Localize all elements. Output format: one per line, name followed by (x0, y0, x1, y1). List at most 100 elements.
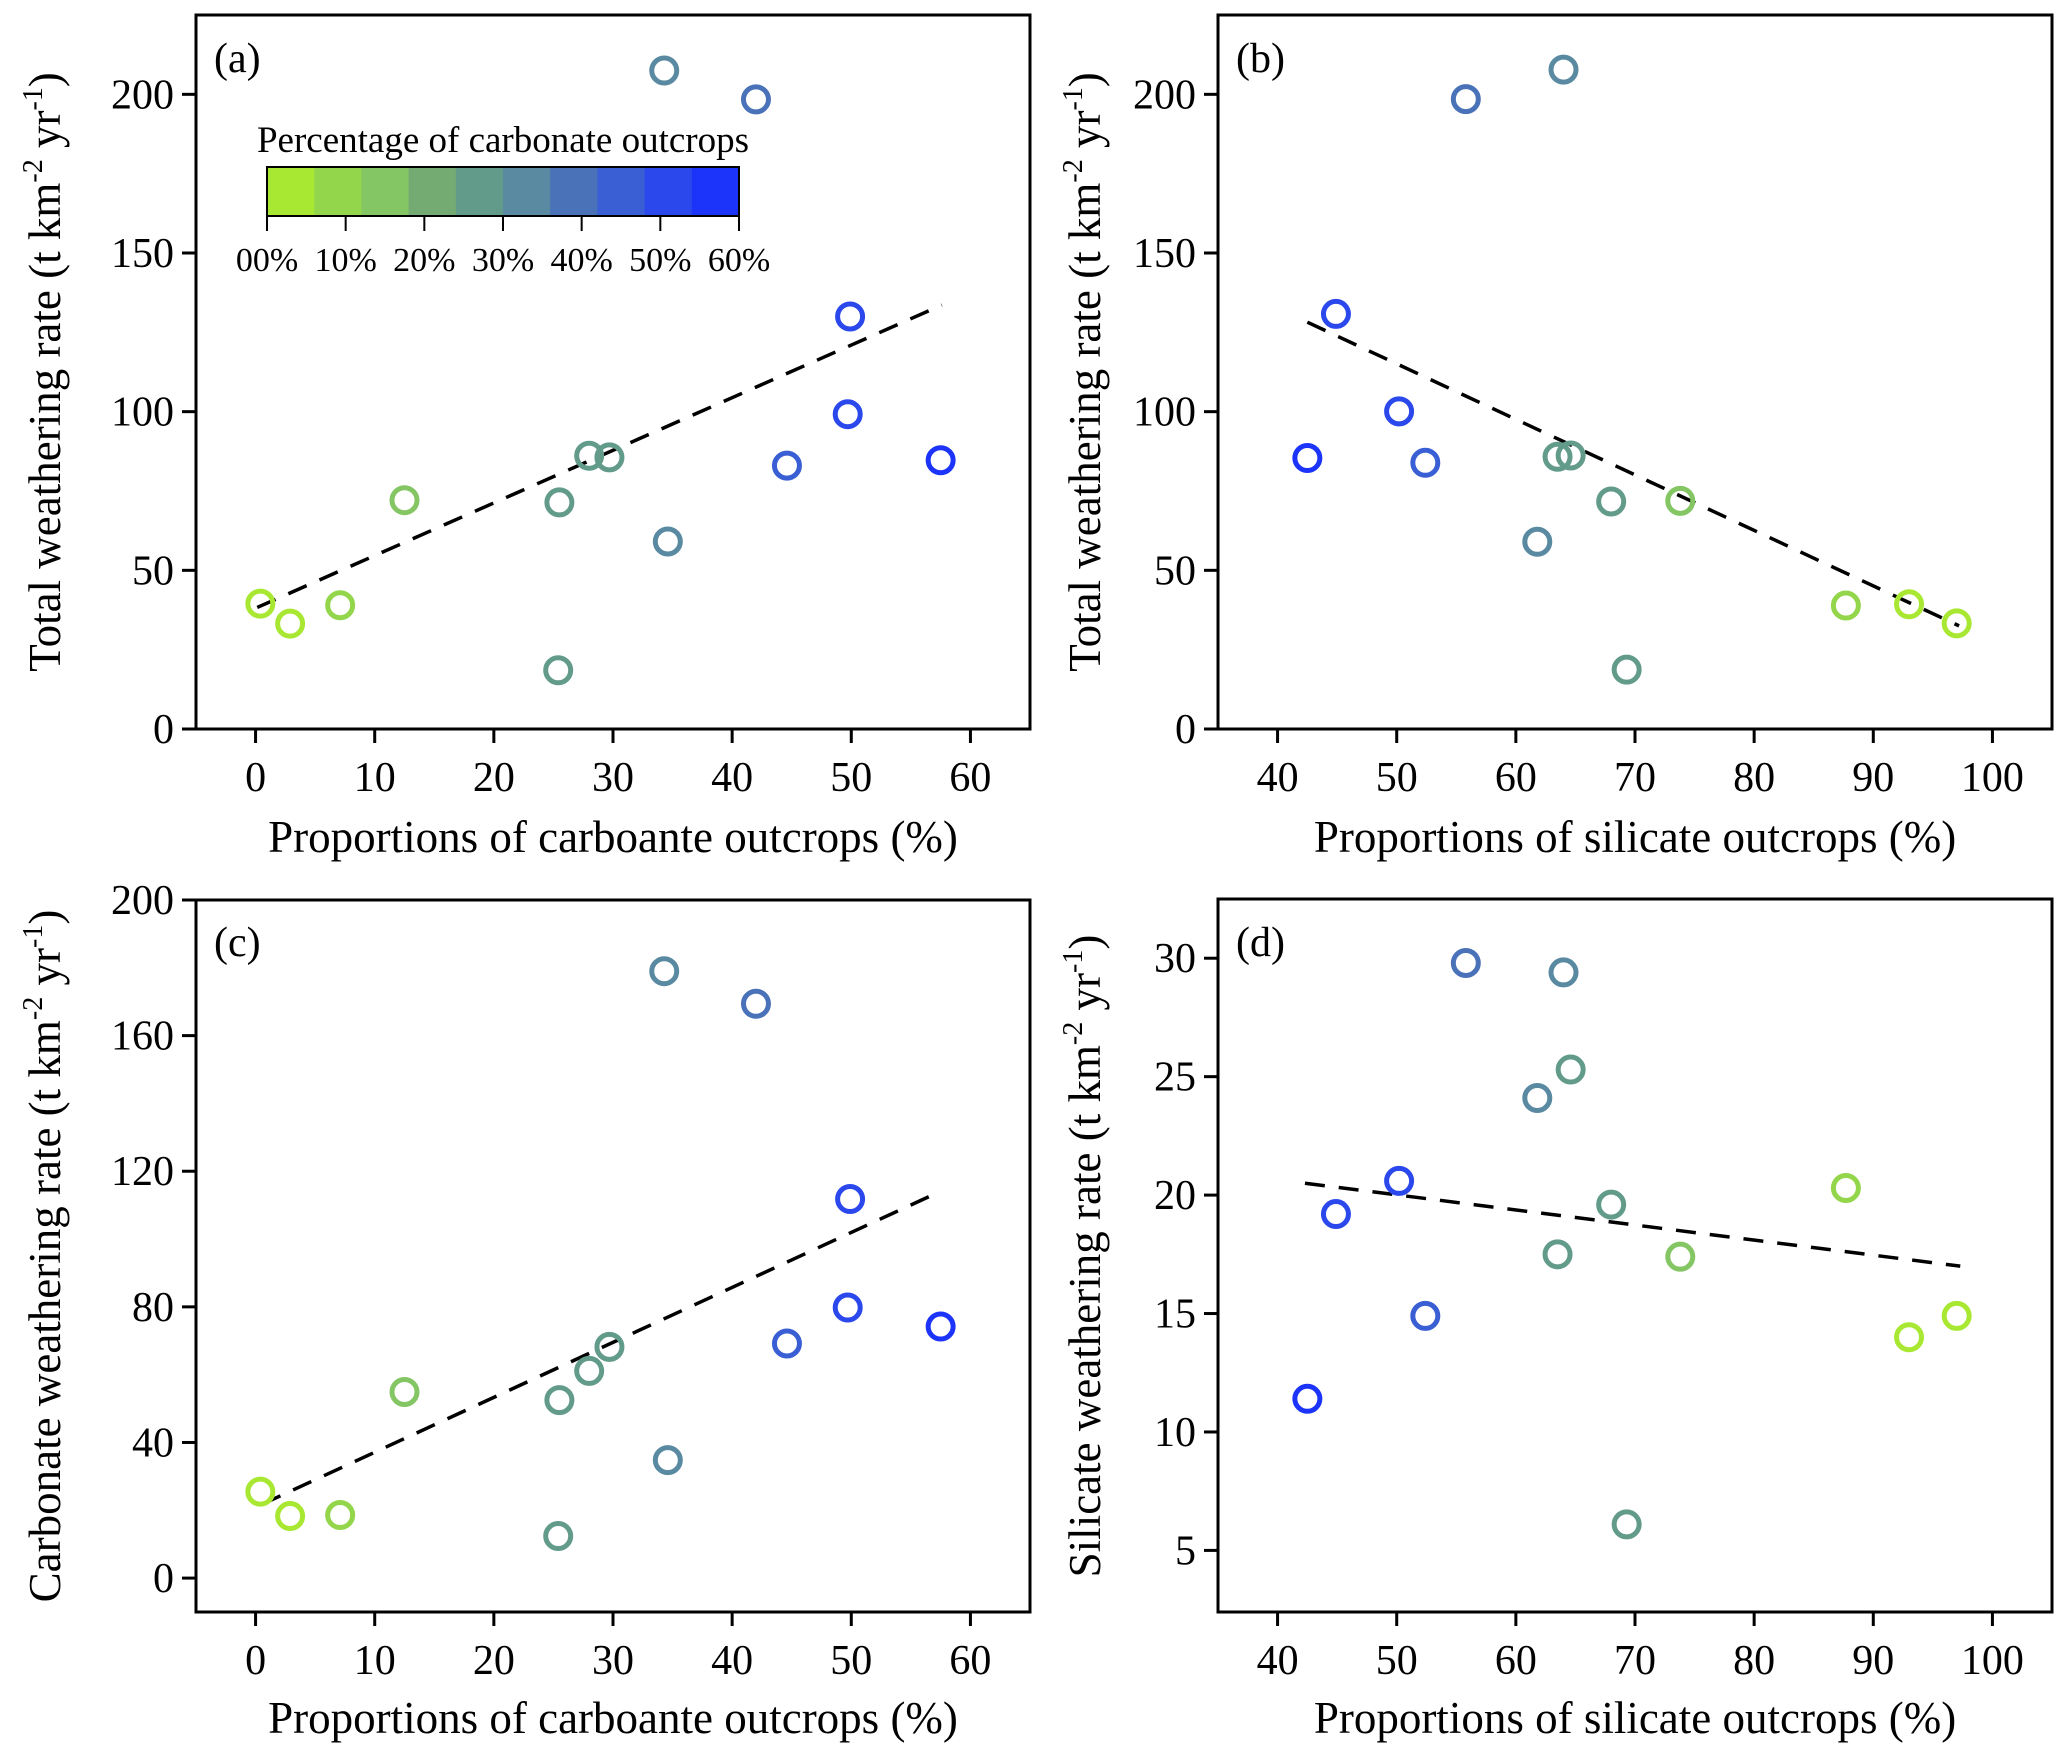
data-point-b (1410, 447, 1441, 478)
data-point-b (1384, 396, 1415, 427)
panel-label-d: (d) (1236, 920, 1285, 966)
data-point-a (544, 487, 575, 518)
data-point-c (652, 1445, 683, 1476)
panel-label-c: (c) (214, 920, 261, 966)
data-point-d (1555, 1054, 1586, 1085)
y-axis-title-a: Total weathering rate (t km-2 yr-1) (18, 72, 70, 672)
colorbar-label: 60% (708, 242, 770, 279)
data-point-b (1548, 54, 1579, 85)
y-tick-label-c: 120 (111, 1149, 174, 1195)
y-tick-label-d: 5 (1175, 1528, 1196, 1574)
x-tick-label-a: 30 (592, 755, 634, 801)
y-tick-label-a: 100 (111, 390, 174, 436)
data-point-d (1522, 1082, 1553, 1113)
trend-line-c (261, 1189, 942, 1506)
x-tick-label-b: 60 (1495, 755, 1537, 801)
y-axis-title-d-sup1: -2 (1058, 1022, 1089, 1045)
x-tick-label-c: 0 (245, 1638, 266, 1684)
panel-b: (b) Proportions of silicate outcrops (%)… (1058, 13, 2054, 862)
data-point-c (574, 1355, 605, 1386)
x-axis-title-d: Proportions of silicate outcrops (%) (1314, 1693, 1956, 1743)
data-point-a (594, 442, 625, 473)
colorbar-legend: Percentage of carbonate outcrops 00% 10% 2… (236, 120, 770, 279)
y-axis-title-b-mid: yr (1060, 111, 1110, 160)
y-tick-label-d: 30 (1154, 936, 1196, 982)
data-point-d (1292, 1383, 1323, 1414)
colorbar-label: 30% (472, 242, 534, 279)
data-point-b (1665, 485, 1696, 516)
y-axis-title-c: Carbonate weathering rate (t km-2 yr-1) (18, 910, 70, 1603)
y-tick-label-b: 200 (1133, 72, 1196, 118)
y-axis-title-d: Silicate weathering rate (t km-2 yr-1) (1058, 935, 1110, 1578)
data-point-c (544, 1385, 575, 1416)
data-point-d (1894, 1322, 1925, 1353)
y-tick-label-d: 10 (1154, 1410, 1196, 1456)
colorbar-cell (408, 167, 457, 216)
data-point-d (1830, 1172, 1861, 1203)
colorbar-label: 40% (551, 242, 613, 279)
panel-c: (c) Proportions of carboante outcrops (%… (18, 878, 1032, 1743)
x-tick-label-b: 40 (1257, 755, 1299, 801)
data-point-c (275, 1501, 306, 1532)
y-axis-title-b-sup1: -2 (1058, 159, 1089, 182)
x-tick-label-c: 40 (711, 1638, 753, 1684)
y-axis-title-c-sup1: -2 (18, 997, 49, 1020)
y-axis-title-a-sup2: -1 (18, 87, 49, 110)
y-tick-label-b: 100 (1133, 390, 1196, 436)
data-point-a (740, 84, 771, 115)
data-point-c (389, 1376, 420, 1407)
data-point-d (1548, 957, 1579, 988)
x-tick-label-d: 90 (1852, 1638, 1894, 1684)
x-tick-label-a: 20 (473, 755, 515, 801)
y-axis-title-a-end: ) (20, 72, 70, 87)
data-point-b (1522, 526, 1553, 557)
data-point-d (1665, 1241, 1696, 1272)
x-axis-title-b: Proportions of silicate outcrops (%) (1314, 812, 1956, 862)
data-point-c (245, 1476, 276, 1507)
x-tick-label-d: 100 (1961, 1638, 2024, 1684)
y-tick-label-a: 0 (153, 707, 174, 753)
y-axis-title-c-main: Carbonate weathering rate (t km (20, 1020, 70, 1602)
colorbar-cell (361, 167, 410, 216)
y-axis-title-d-main: Silicate weathering rate (t km (1060, 1045, 1110, 1577)
x-tick-label-a: 60 (949, 755, 991, 801)
y-tick-label-a: 50 (132, 548, 174, 594)
data-point-b (1894, 589, 1925, 620)
x-tick-label-a: 40 (711, 755, 753, 801)
y-axis-title-c-mid: yr (20, 948, 70, 997)
data-point-c (832, 1292, 863, 1323)
x-tick-label-b: 80 (1733, 755, 1775, 801)
panel-a: (a) Proportions of carboante outcrops (%… (18, 13, 1032, 862)
trend-line-d (1304, 1181, 1961, 1268)
y-tick-label-c: 200 (111, 878, 174, 924)
colorbar-cell (503, 167, 551, 216)
y-axis-title-c-end: ) (20, 910, 70, 925)
colorbar-label: 00% (236, 242, 298, 279)
data-point-a (835, 301, 866, 332)
colorbar-labels: 00% 10% 20% 30% 40% 50% 60% (236, 242, 770, 279)
colorbar-cell (644, 167, 693, 216)
x-tick-label-c: 50 (830, 1638, 872, 1684)
data-point-a (245, 588, 276, 619)
x-tick-label-c: 60 (949, 1638, 991, 1684)
x-tick-label-c: 10 (354, 1638, 396, 1684)
x-tick-label-d: 70 (1614, 1638, 1656, 1684)
data-point-c (649, 956, 680, 987)
data-point-d (1410, 1300, 1441, 1331)
x-tick-label-b: 50 (1376, 755, 1418, 801)
x-tick-label-d: 40 (1257, 1638, 1299, 1684)
y-tick-label-c: 40 (132, 1420, 174, 1466)
data-point-c (325, 1500, 356, 1531)
y-tick-label-c: 160 (111, 1014, 174, 1060)
x-tick-label-b: 100 (1961, 755, 2024, 801)
y-tick-label-c: 80 (132, 1285, 174, 1331)
data-point-a (652, 526, 683, 557)
data-point-b (1542, 441, 1573, 472)
data-point-b (1320, 298, 1351, 329)
y-tick-label-b: 0 (1175, 707, 1196, 753)
data-point-b (1611, 654, 1642, 685)
y-tick-label-a: 150 (111, 231, 174, 277)
y-tick-label-a: 200 (111, 72, 174, 118)
data-point-a (389, 485, 420, 516)
